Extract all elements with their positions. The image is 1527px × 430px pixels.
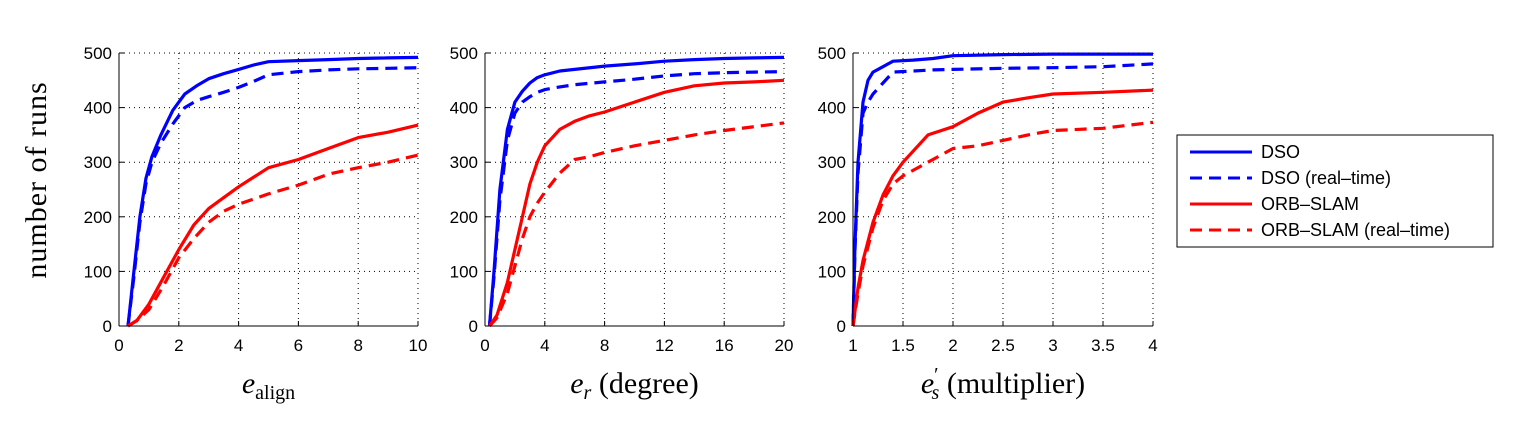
legend-label: DSO [1261,142,1300,162]
y-tick-label: 0 [469,317,478,336]
legend-entry-dso: DSO [1190,142,1300,162]
x-tick-label: 4 [1148,336,1157,355]
legend: DSO DSO (real–time) ORB–SLAM ORB–SLAM (r… [1176,134,1494,248]
legend-label: ORB–SLAM (real–time) [1261,220,1450,240]
legend-box [1176,134,1494,248]
x-tick-label: 8 [600,336,609,355]
plot-area [485,53,784,326]
series-line [851,52,1153,327]
x-tick-label: 1 [848,336,857,355]
series-line [488,78,785,327]
y-tick-label: 100 [84,262,112,281]
chart-scale-error: 1 1.5 2 2.5 3 3.5 4 0 100 200 300 400 500 e′ s (multip… [818,44,1158,404]
y-tick-label: 0 [837,317,846,336]
legend-label: ORB–SLAM [1261,194,1359,214]
y-tick-label: 400 [84,99,112,118]
y-tick-label: 400 [450,99,478,118]
series-line [126,55,419,327]
y-tick-label: 100 [818,262,846,281]
x-tick-label: 20 [775,336,794,355]
legend-entry-dso-realtime: DSO (real–time) [1190,168,1391,188]
x-tick-label: 6 [294,336,303,355]
y-tick-label: 200 [818,208,846,227]
x-axis-label: e′ s (multiplier) [921,364,1085,404]
y-tick-label: 500 [818,44,846,63]
legend-entry-orb-slam: ORB–SLAM [1190,194,1359,214]
x-tick-label: 3 [1048,336,1057,355]
y-tick-label: 300 [84,153,112,172]
x-tick-label: 1.5 [891,336,915,355]
x-tick-label: 3.5 [1091,336,1115,355]
y-tick-label: 300 [450,153,478,172]
y-tick-label: 500 [84,44,112,63]
x-tick-label: 10 [409,336,428,355]
legend-entry-orb-slam-realtime: ORB–SLAM (real–time) [1190,220,1450,240]
y-tick-label: 200 [450,208,478,227]
y-tick-label: 0 [103,317,112,336]
x-tick-label: 2 [948,336,957,355]
x-axis-label: ealign [242,367,295,404]
y-tick-label: 300 [818,153,846,172]
x-axis-label: er (degree) [570,367,699,404]
series-line [851,120,1154,327]
x-tick-label: 16 [715,336,734,355]
x-tick-label: 4 [540,336,549,355]
y-tick-label: 100 [450,262,478,281]
x-tick-label: 2 [174,336,183,355]
x-tick-label: 0 [114,336,123,355]
y-tick-label: 500 [450,44,478,63]
series-line [488,121,785,328]
x-tick-label: 12 [655,336,674,355]
x-tick-label: 4 [234,336,243,355]
legend-label: DSO (real–time) [1261,168,1391,188]
x-tick-label: 2.5 [991,336,1015,355]
series-line [487,70,785,327]
series-line [126,66,419,327]
x-tick-label: 0 [480,336,489,355]
series-line [127,123,419,328]
x-tick-label: 8 [353,336,362,355]
plot-area [119,53,418,326]
y-tick-label: 400 [818,99,846,118]
y-axis-label: number of runs [20,81,53,278]
y-tick-label: 200 [84,208,112,227]
series-line [487,55,785,327]
series-line [851,62,1154,327]
